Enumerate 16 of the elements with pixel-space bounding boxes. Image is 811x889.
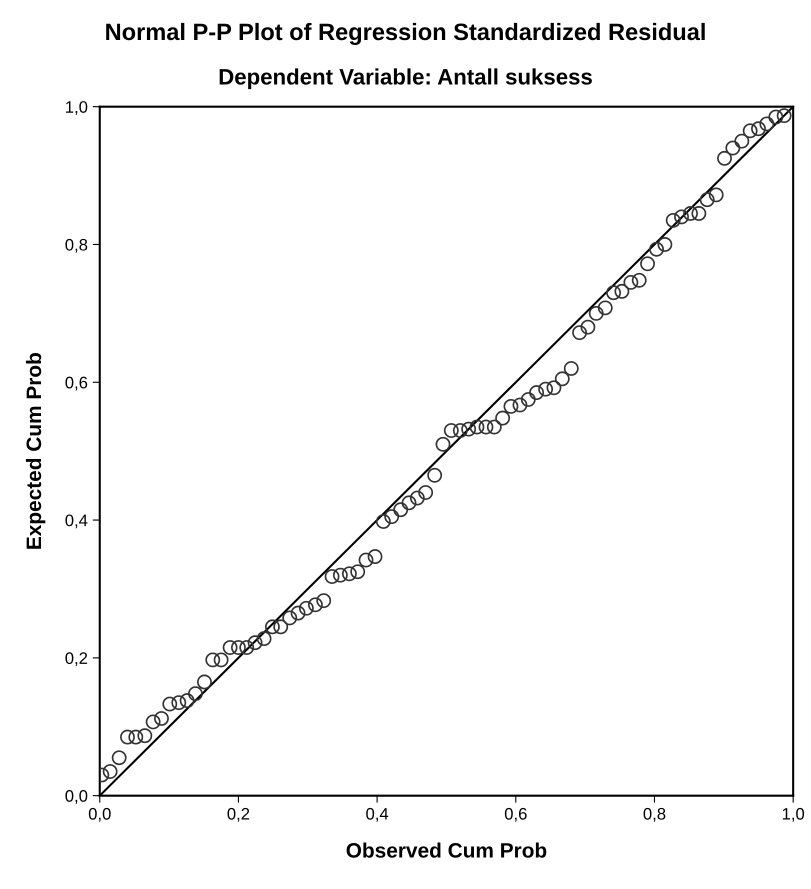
chart-subtitle: Dependent Variable: Antall suksess	[220, 68, 592, 90]
y-tick-label: 0,2	[65, 652, 88, 666]
y-tick-label: 1,0	[66, 101, 88, 115]
x-axis-title: Observed Cum Prob	[346, 842, 546, 858]
y-tick-label: 0,6	[65, 376, 88, 390]
y-tick-label: 0,0	[65, 790, 88, 804]
chart-title: Normal P-P Plot of Regression Standardized Residual	[106, 22, 705, 46]
y-axis-title: Expected Cum Prob	[26, 353, 46, 549]
y-tick-label: 0,8	[65, 238, 88, 253]
y-tick-label: 0,4	[65, 514, 88, 528]
x-tick-label: 0,2	[228, 808, 250, 822]
x-tick-label: 1,0	[782, 808, 804, 822]
x-tick-label: 0,4	[366, 808, 388, 822]
x-tick-label: 0,0	[88, 808, 111, 822]
x-tick-label: 0,8	[644, 808, 666, 822]
x-tick-label: 0,6	[504, 808, 527, 822]
